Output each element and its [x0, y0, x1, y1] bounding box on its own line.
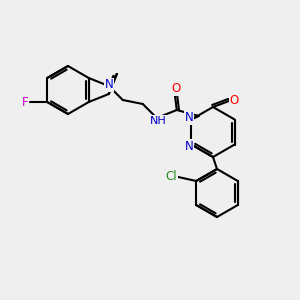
Text: O: O [230, 94, 238, 106]
Text: N: N [185, 111, 194, 124]
Text: N: N [104, 79, 113, 92]
Text: Cl: Cl [165, 169, 177, 182]
Text: NH: NH [149, 116, 166, 126]
Text: N: N [185, 140, 194, 153]
Text: F: F [22, 95, 28, 109]
Text: O: O [171, 82, 180, 95]
